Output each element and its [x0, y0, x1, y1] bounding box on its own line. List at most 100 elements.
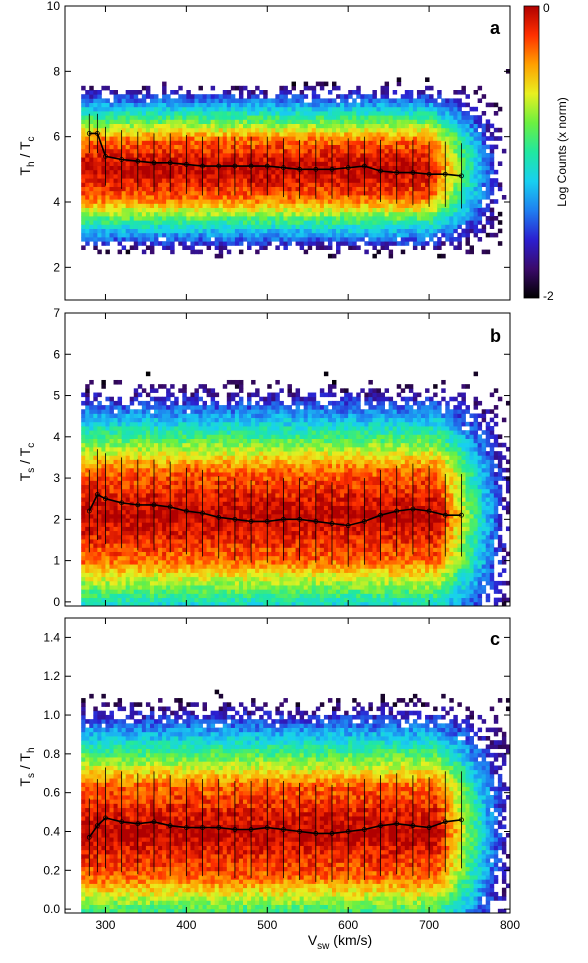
- heatmap-cell: [283, 232, 288, 238]
- heatmap-cell: [230, 228, 236, 234]
- heatmap-cell: [408, 132, 414, 137]
- heatmap-cell: [154, 576, 159, 582]
- heatmap-cell: [445, 132, 450, 137]
- heatmap-cell: [121, 102, 127, 108]
- heatmap-cell: [368, 102, 373, 108]
- heatmap-cell: [275, 186, 280, 192]
- heatmap-cell: [307, 106, 313, 112]
- heatmap-cell: [117, 409, 123, 414]
- heatmap-cell: [174, 434, 179, 439]
- heatmap-cell: [465, 94, 470, 99]
- heatmap-cell: [194, 178, 199, 183]
- heatmap-cell: [327, 119, 333, 124]
- heatmap-cell: [158, 572, 163, 578]
- heatmap-cell: [186, 153, 191, 158]
- heatmap-cell: [174, 165, 179, 171]
- heatmap-cell: [247, 127, 252, 133]
- heatmap-cell: [323, 144, 329, 150]
- heatmap-cell: [125, 459, 131, 465]
- heatmap-cell: [117, 379, 123, 385]
- heatmap-cell: [125, 211, 131, 217]
- heatmap-cell: [194, 203, 199, 208]
- heatmap-cell: [327, 253, 333, 259]
- heatmap-cell: [255, 169, 260, 175]
- heatmap-cell: [392, 228, 398, 234]
- heatmap-cell: [364, 161, 369, 166]
- heatmap-cell: [287, 228, 292, 234]
- heatmap-cell: [445, 207, 450, 213]
- heatmap-cell: [113, 228, 118, 234]
- heatmap-cell: [238, 90, 244, 95]
- heatmap-cell: [356, 106, 361, 112]
- heatmap-cell: [263, 174, 268, 179]
- mean-point: [151, 160, 157, 166]
- heatmap-cell: [226, 220, 232, 225]
- heatmap-cell: [145, 539, 151, 544]
- heatmap-cell: [247, 195, 252, 200]
- heatmap-cell: [145, 564, 151, 569]
- heatmap-cell: [162, 115, 167, 120]
- heatmap-cell: [303, 190, 309, 196]
- heatmap-cell: [137, 153, 143, 158]
- heatmap-cell: [154, 237, 159, 242]
- heatmap-cell: [210, 123, 216, 129]
- heatmap-cell: [392, 153, 398, 158]
- heatmap-cell: [315, 195, 321, 200]
- heatmap-cell: [218, 165, 224, 171]
- heatmap-cell: [368, 211, 373, 217]
- heatmap-cell: [129, 585, 135, 590]
- heatmap-cell: [101, 463, 106, 469]
- heatmap-cell: [238, 199, 244, 204]
- heatmap-cell: [295, 211, 301, 217]
- heatmap-cell: [85, 115, 90, 120]
- heatmap-cell: [97, 467, 102, 473]
- heatmap-cell: [85, 421, 90, 427]
- heatmap-cell: [93, 232, 98, 238]
- heatmap-cell: [473, 136, 479, 141]
- heatmap-cell: [340, 199, 345, 204]
- heatmap-cell: [162, 195, 167, 200]
- heatmap-cell: [194, 98, 199, 103]
- heatmap-cell: [162, 216, 167, 221]
- heatmap-cell: [190, 98, 195, 103]
- heatmap-cell: [453, 237, 458, 242]
- heatmap-cell: [117, 127, 123, 133]
- heatmap-cell: [158, 426, 163, 431]
- heatmap-cell: [283, 90, 288, 95]
- heatmap-cell: [364, 153, 369, 158]
- heatmap-cell: [125, 526, 131, 532]
- heatmap-cell: [299, 216, 305, 221]
- heatmap-cell: [485, 136, 491, 141]
- heatmap-cell: [319, 203, 325, 208]
- heatmap-cell: [137, 492, 143, 498]
- heatmap-cell: [158, 589, 163, 594]
- heatmap-cell: [222, 211, 228, 217]
- heatmap-cell: [174, 178, 179, 183]
- heatmap-cell: [149, 245, 155, 250]
- heatmap-cell: [279, 148, 284, 154]
- heatmap-cell: [218, 123, 224, 129]
- heatmap-cell: [449, 207, 454, 213]
- heatmap-cell: [275, 224, 280, 229]
- heatmap-cell: [384, 245, 390, 250]
- heatmap-cell: [259, 207, 264, 213]
- heatmap-cell: [97, 480, 102, 486]
- heatmap-cell: [89, 405, 94, 410]
- heatmap-cell: [149, 165, 155, 171]
- heatmap-cell: [93, 98, 98, 103]
- heatmap-cell: [372, 237, 377, 242]
- heatmap-cell: [97, 195, 102, 200]
- heatmap-cell: [202, 174, 207, 179]
- heatmap-cell: [437, 115, 442, 120]
- heatmap-cell: [174, 497, 179, 502]
- heatmap-cell: [303, 140, 309, 145]
- heatmap-cell: [332, 190, 337, 196]
- heatmap-cell: [449, 178, 454, 183]
- heatmap-cell: [275, 161, 280, 166]
- heatmap-cell: [105, 438, 110, 444]
- heatmap-cell: [234, 186, 240, 192]
- heatmap-cell: [283, 169, 288, 175]
- heatmap-cell: [311, 123, 317, 129]
- heatmap-cell: [481, 228, 487, 234]
- heatmap-cell: [89, 165, 94, 171]
